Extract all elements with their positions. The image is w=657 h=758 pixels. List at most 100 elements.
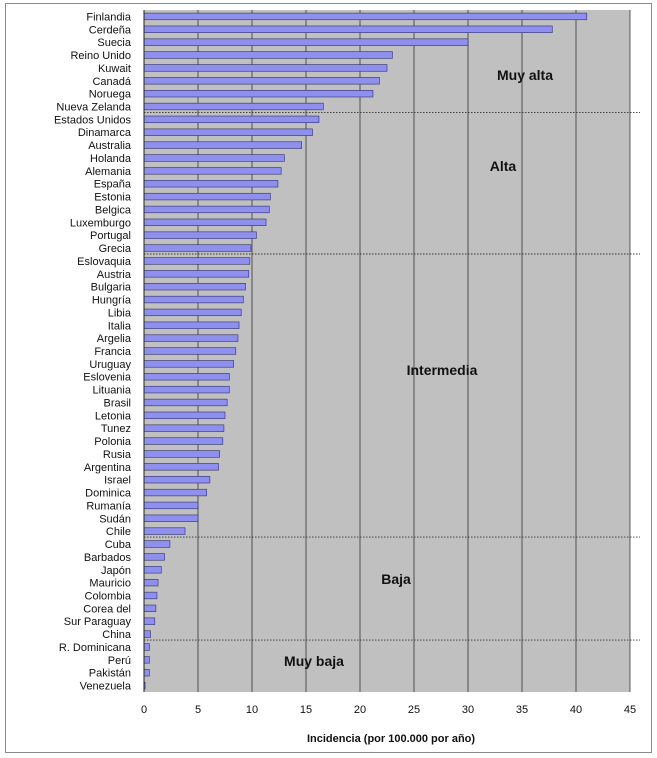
bar: [143, 527, 186, 535]
category-label: Rusia: [103, 449, 132, 461]
bar: [143, 463, 219, 471]
category-label: Bulgaria: [91, 282, 132, 294]
bar: [143, 64, 388, 72]
zone-labels: Muy alta Alta Intermedia Baja Muy baja: [284, 67, 553, 669]
x-axis-title: Incidencia (por 100.000 por año): [307, 733, 475, 745]
category-label: Nueva Zelanda: [56, 102, 131, 114]
bar: [143, 308, 242, 317]
bar: [143, 77, 380, 85]
grid-lines: [197, 10, 631, 692]
category-label: Japón: [101, 565, 131, 577]
bar: [143, 102, 324, 111]
x-tick-label: 30: [462, 704, 474, 716]
bar: [143, 89, 374, 98]
zone-label: Muy alta: [497, 67, 553, 83]
zone-label: Intermedia: [407, 362, 478, 378]
chart-frame: Finlandia Cerdeña Suecia Reino Unido Kuwait C…: [5, 3, 652, 753]
category-label: Reino Unido: [70, 50, 131, 62]
bar: [143, 398, 228, 407]
bar: [143, 360, 234, 368]
bar: [143, 617, 156, 625]
x-tick-label: 15: [300, 704, 312, 716]
category-label: Francia: [94, 346, 132, 358]
bar: [143, 643, 150, 651]
category-label: Dinamarca: [78, 127, 132, 139]
category-label: Cerdeña: [89, 24, 132, 36]
x-tick-label: 0: [141, 704, 147, 716]
category-label: Estados Unidos: [54, 114, 132, 126]
bar: [143, 669, 150, 677]
category-label: Alemania: [85, 166, 132, 178]
category-label: Argentina: [84, 462, 132, 474]
category-label: Italia: [108, 320, 132, 332]
category-label: Tunez: [101, 423, 131, 435]
zone-label: Alta: [490, 158, 517, 174]
x-tick-label: 5: [195, 704, 201, 716]
category-label: Cuba: [105, 539, 132, 551]
category-label: Dominica: [85, 488, 132, 500]
category-label: Brasil: [103, 397, 131, 409]
zone-label: Baja: [381, 571, 411, 587]
category-label: Sur Paraguay: [64, 616, 132, 628]
bar: [143, 553, 165, 561]
bar: [143, 476, 211, 484]
bar: [143, 128, 313, 136]
category-label: Uruguay: [89, 359, 131, 371]
bar: [143, 205, 270, 214]
category-label: Pakistán: [89, 668, 131, 680]
bar: [143, 25, 553, 33]
category-label: China: [102, 629, 132, 641]
zone-label: Muy baja: [284, 653, 344, 669]
bar: [143, 411, 226, 419]
category-label: Colombia: [85, 590, 132, 602]
bar: [143, 231, 257, 239]
bar: [143, 12, 588, 21]
bar: [143, 167, 282, 175]
bar: [143, 192, 271, 201]
bar: [143, 51, 393, 59]
category-label: España: [94, 179, 132, 191]
bar: [143, 437, 224, 445]
x-tick-label: 35: [516, 704, 528, 716]
category-label: Kuwait: [98, 63, 131, 75]
category-label: Canadá: [92, 76, 131, 88]
category-label: Australia: [88, 140, 132, 152]
bar: [143, 373, 230, 381]
category-label: Perú: [108, 655, 131, 667]
bar: [143, 450, 220, 458]
x-tick-label: 25: [408, 704, 420, 716]
bar: [143, 488, 207, 497]
category-label: Israel: [104, 475, 131, 487]
category-label: Venezuela: [80, 681, 132, 693]
bar: [143, 321, 240, 329]
category-label: Lituania: [92, 385, 131, 397]
x-tick-label: 20: [354, 704, 366, 716]
x-tick-labels: 0 5 10 15 20 25 30 35 40 45: [141, 704, 636, 716]
category-label: Polonia: [94, 436, 132, 448]
x-tick-label: 10: [246, 704, 258, 716]
x-tick-label: 45: [624, 704, 636, 716]
category-label: Sudán: [99, 513, 131, 525]
bar: [143, 295, 244, 304]
bar: [143, 244, 252, 252]
bar: [143, 514, 199, 522]
bar: [143, 154, 285, 162]
category-label: Rumanía: [86, 500, 132, 512]
bar: [143, 334, 239, 342]
bar: [143, 578, 159, 587]
category-label: Belgica: [95, 204, 132, 216]
bar: [143, 604, 157, 613]
category-label: Estonia: [94, 192, 132, 204]
category-label: Finlandia: [86, 11, 132, 23]
bar: [143, 424, 225, 432]
bar: [143, 566, 162, 574]
category-label: Chile: [106, 526, 131, 538]
category-label: Mauricio: [89, 578, 131, 590]
bar: [143, 385, 230, 394]
bar: [143, 38, 469, 46]
bar: [143, 270, 250, 278]
bar: [143, 257, 251, 265]
x-tick-label: 40: [570, 704, 582, 716]
